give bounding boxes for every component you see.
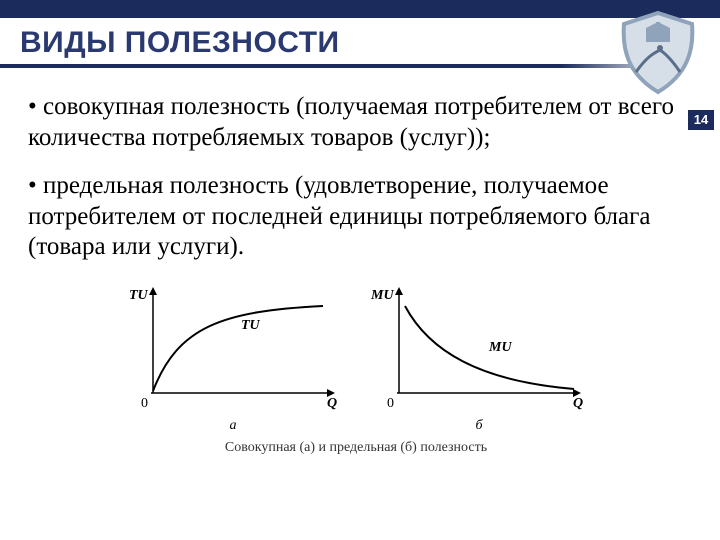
bullet-marginal-utility: • предельная полезность (удовлетворение,… [28, 171, 684, 263]
svg-text:TU: TU [129, 288, 149, 303]
svg-text:MU: MU [488, 340, 512, 355]
svg-text:MU: MU [370, 288, 394, 303]
chart-tu-svg: TU Q 0 TU [123, 281, 343, 411]
svg-text:Q: Q [573, 396, 583, 411]
svg-text:0: 0 [141, 396, 148, 411]
shield-logo [616, 10, 700, 96]
top-bar [0, 0, 720, 18]
content-area: • совокупная полезность (получаемая потр… [0, 68, 720, 466]
title-row: ВИДЫ ПОЛЕЗНОСТИ [0, 18, 720, 64]
chart-mu-svg: MU Q 0 MU [369, 281, 589, 411]
chart-mu-sublabel: б [369, 418, 589, 434]
chart-tu-sublabel: а [123, 418, 343, 434]
svg-text:TU: TU [241, 318, 261, 333]
charts-caption: Совокупная (а) и предельная (б) полезнос… [28, 440, 684, 456]
charts-row: TU Q 0 TU а MU Q 0 MU б [28, 281, 684, 434]
page-number-badge: 14 [688, 110, 714, 130]
chart-tu: TU Q 0 TU а [123, 281, 343, 434]
chart-mu: MU Q 0 MU б [369, 281, 589, 434]
bullet-total-utility: • совокупная полезность (получаемая потр… [28, 92, 684, 153]
page-title: ВИДЫ ПОЛЕЗНОСТИ [20, 26, 340, 60]
svg-text:0: 0 [387, 396, 394, 411]
svg-text:Q: Q [327, 396, 337, 411]
